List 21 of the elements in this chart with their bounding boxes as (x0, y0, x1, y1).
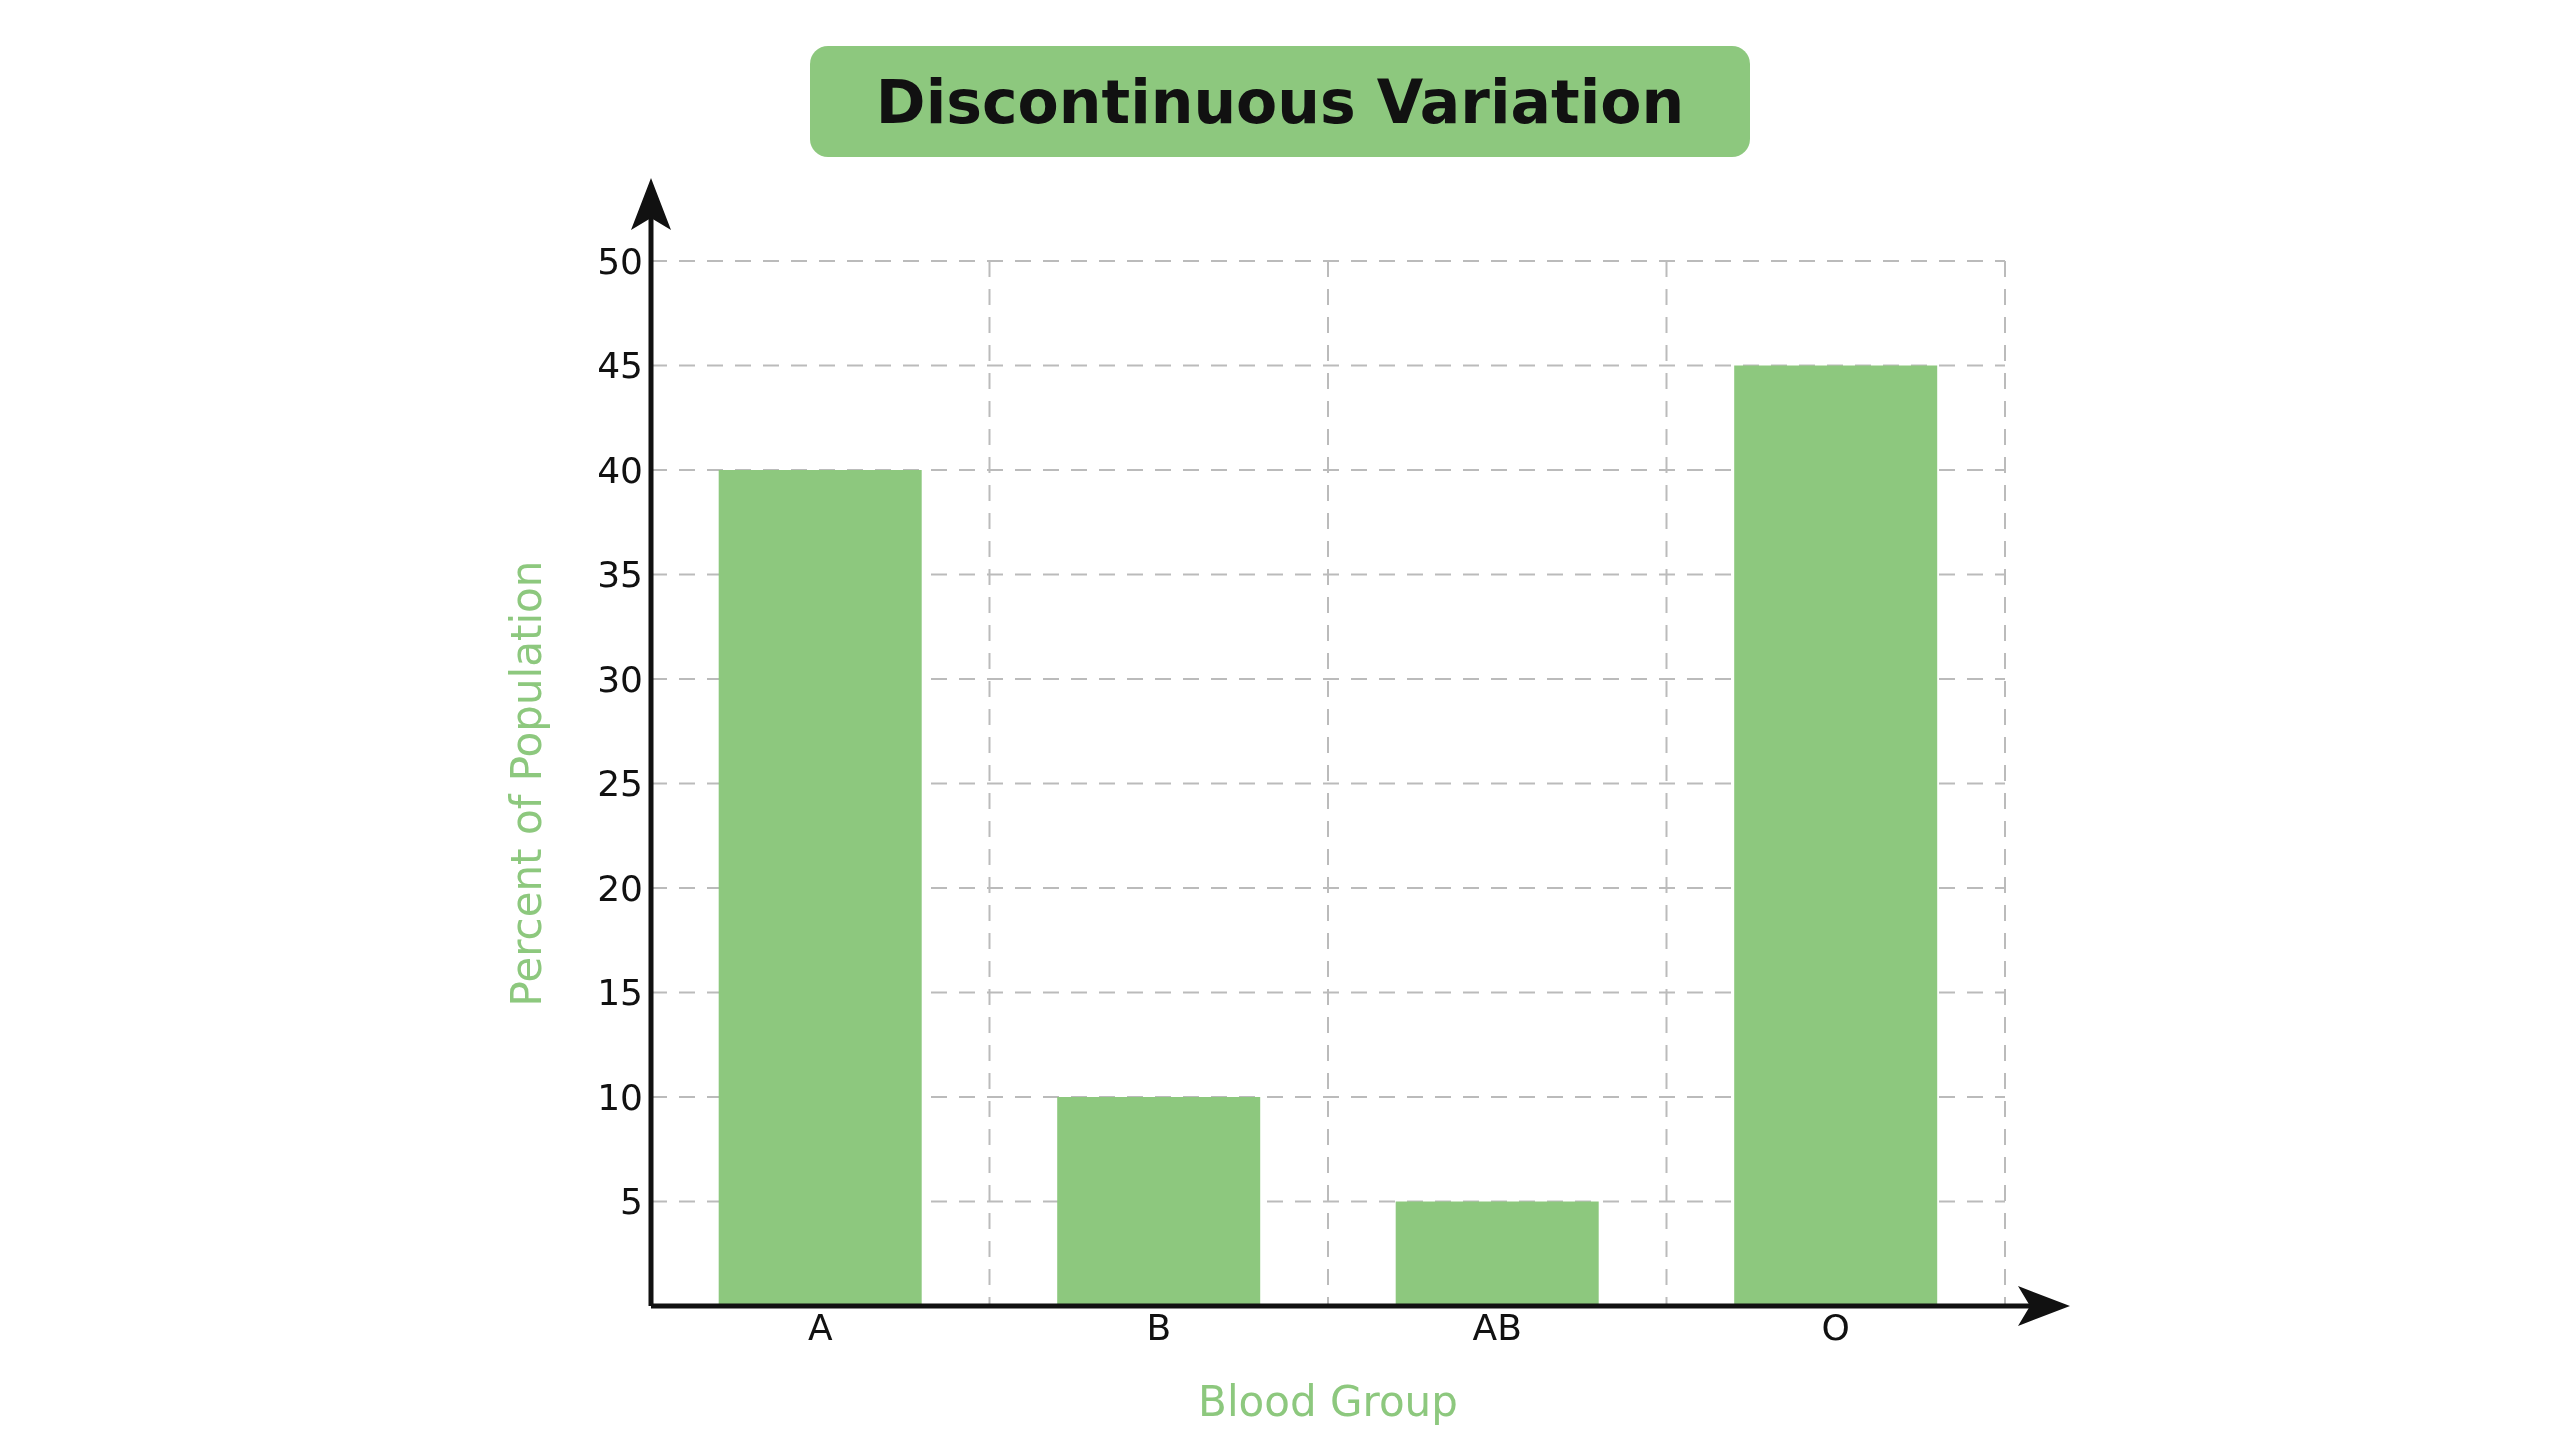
bar (1734, 365, 1938, 1306)
y-tick-label: 5 (620, 1181, 643, 1223)
y-tick-label: 10 (597, 1076, 643, 1118)
y-tick-label: 30 (597, 658, 643, 700)
y-tick-label: 50 (597, 240, 643, 282)
x-tick-label: AB (1472, 1306, 1522, 1348)
chart-title: Discontinuous Variation (810, 46, 1750, 157)
y-tick-label: 45 (597, 345, 643, 387)
y-tick-label: 20 (597, 867, 643, 909)
y-tick-label: 25 (597, 763, 643, 805)
y-tick-label: 40 (597, 449, 643, 491)
x-tick-label: A (807, 1306, 833, 1348)
y-tick-label: 15 (597, 972, 643, 1014)
x-axis-title: Blood Group (1198, 1377, 1458, 1426)
bar (718, 470, 922, 1306)
y-axis-title: Percent of Population (501, 560, 551, 1007)
y-tick-label: 35 (597, 554, 643, 596)
x-tick-label: O (1821, 1306, 1850, 1348)
bar (1395, 1201, 1599, 1306)
x-tick-label: B (1146, 1306, 1172, 1348)
bar (1057, 1097, 1261, 1306)
